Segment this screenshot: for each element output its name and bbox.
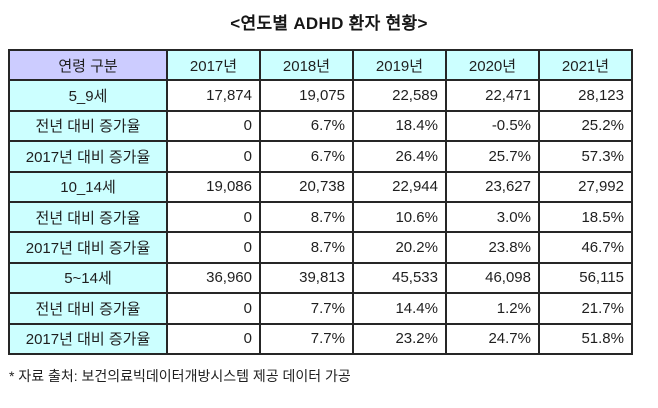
- cell-value: 24.7%: [445, 322, 540, 355]
- source-note: * 자료 출처: 보건의료빅데이터개방시스템 제공 데이터 가공: [9, 367, 351, 384]
- cell-value: 3.0%: [445, 200, 540, 234]
- page-title: <연도별 ADHD 환자 현황>: [230, 14, 428, 33]
- header-year-2018: 2018년: [259, 48, 354, 82]
- cell-value: 25.7%: [445, 140, 540, 173]
- cell-value: 45,533: [352, 261, 447, 295]
- cell-value: 22,471: [445, 79, 540, 112]
- cell-value: 17,874: [166, 79, 261, 112]
- row-label: 2017년 대비 증가율: [8, 231, 168, 264]
- cell-value: 0: [166, 322, 261, 355]
- table-row-vs2017-growth: 2017년 대비 증가율 0 6.7% 26.4% 25.7% 57.3%: [8, 140, 633, 173]
- cell-value: 21.7%: [538, 292, 633, 325]
- cell-value: 1.2%: [445, 292, 540, 325]
- cell-value: 10.6%: [352, 200, 447, 234]
- cell-value: 8.7%: [259, 200, 354, 234]
- cell-value: 8.7%: [259, 231, 354, 264]
- header-year-2020: 2020년: [445, 48, 540, 82]
- cell-value: 23.2%: [352, 322, 447, 355]
- table-row-yoy-growth: 전년 대비 증가율 0 6.7% 18.4% -0.5% 25.2%: [8, 109, 633, 143]
- cell-value: 20,738: [259, 170, 354, 203]
- cell-value: 6.7%: [259, 140, 354, 173]
- cell-value: 39,813: [259, 261, 354, 295]
- cell-value: 22,589: [352, 79, 447, 112]
- cell-value: 36,960: [166, 261, 261, 295]
- row-label: 5_9세: [8, 79, 168, 112]
- cell-value: 28,123: [538, 79, 633, 112]
- header-row: 연령 구분 2017년 2018년 2019년 2020년 2021년: [8, 48, 633, 82]
- cell-value: 51.8%: [538, 322, 633, 355]
- cell-value: 57.3%: [538, 140, 633, 173]
- row-label: 전년 대비 증가율: [8, 109, 168, 143]
- cell-value: 6.7%: [259, 109, 354, 143]
- cell-value: 20.2%: [352, 231, 447, 264]
- cell-value: 25.2%: [538, 109, 633, 143]
- cell-value: 0: [166, 140, 261, 173]
- cell-value: 46,098: [445, 261, 540, 295]
- cell-value: 26.4%: [352, 140, 447, 173]
- cell-value: 23,627: [445, 170, 540, 203]
- table-row-age-10-14: 10_14세 19,086 20,738 22,944 23,627 27,99…: [8, 170, 633, 203]
- cell-value: 0: [166, 200, 261, 234]
- row-label: 2017년 대비 증가율: [8, 322, 168, 355]
- row-label: 전년 대비 증가율: [8, 292, 168, 325]
- cell-value: 18.4%: [352, 109, 447, 143]
- cell-value: 0: [166, 109, 261, 143]
- table-row-vs2017-growth: 2017년 대비 증가율 0 7.7% 23.2% 24.7% 51.8%: [8, 322, 633, 355]
- cell-value: 19,075: [259, 79, 354, 112]
- cell-value: 56,115: [538, 261, 633, 295]
- cell-value: 27,992: [538, 170, 633, 203]
- page: <연도별 ADHD 환자 현황> 연령 구분 2017년 2018년 2019년…: [8, 14, 633, 384]
- row-label: 10_14세: [8, 170, 168, 203]
- table-row-age-5-14: 5~14세 36,960 39,813 45,533 46,098 56,115: [8, 261, 633, 295]
- cell-value: 0: [166, 231, 261, 264]
- table-row-vs2017-growth: 2017년 대비 증가율 0 8.7% 20.2% 23.8% 46.7%: [8, 231, 633, 264]
- row-label: 5~14세: [8, 261, 168, 295]
- cell-value: 7.7%: [259, 322, 354, 355]
- adhd-yearly-table: 연령 구분 2017년 2018년 2019년 2020년 2021년 5_9세…: [8, 48, 633, 355]
- cell-value: 22,944: [352, 170, 447, 203]
- row-label: 2017년 대비 증가율: [8, 140, 168, 173]
- table-row-age-5-9: 5_9세 17,874 19,075 22,589 22,471 28,123: [8, 79, 633, 112]
- header-year-2021: 2021년: [538, 48, 633, 82]
- table-row-yoy-growth: 전년 대비 증가율 0 7.7% 14.4% 1.2% 21.7%: [8, 292, 633, 325]
- cell-value: -0.5%: [445, 109, 540, 143]
- header-year-2017: 2017년: [166, 48, 261, 82]
- cell-value: 23.8%: [445, 231, 540, 264]
- header-year-2019: 2019년: [352, 48, 447, 82]
- header-age-group: 연령 구분: [8, 48, 168, 82]
- cell-value: 18.5%: [538, 200, 633, 234]
- cell-value: 19,086: [166, 170, 261, 203]
- table-row-yoy-growth: 전년 대비 증가율 0 8.7% 10.6% 3.0% 18.5%: [8, 200, 633, 234]
- cell-value: 7.7%: [259, 292, 354, 325]
- row-label: 전년 대비 증가율: [8, 200, 168, 234]
- cell-value: 14.4%: [352, 292, 447, 325]
- cell-value: 46.7%: [538, 231, 633, 264]
- cell-value: 0: [166, 292, 261, 325]
